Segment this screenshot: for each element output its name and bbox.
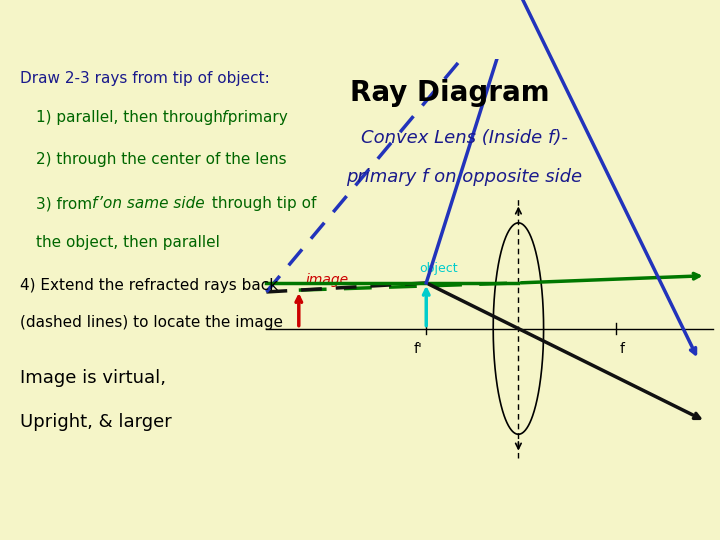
Text: 1) parallel, then through primary: 1) parallel, then through primary bbox=[36, 110, 292, 125]
Text: Draw 2-3 rays from tip of object:: Draw 2-3 rays from tip of object: bbox=[20, 71, 270, 86]
Text: f: f bbox=[222, 110, 227, 125]
Text: through tip of: through tip of bbox=[207, 197, 317, 212]
Text: 3) from: 3) from bbox=[36, 197, 97, 212]
Text: Convex Lens (Inside f)-: Convex Lens (Inside f)- bbox=[361, 129, 568, 147]
Text: image: image bbox=[306, 273, 349, 287]
Text: Upright, & larger: Upright, & larger bbox=[20, 413, 172, 431]
Text: primary f on opposite side: primary f on opposite side bbox=[346, 167, 582, 186]
Text: f': f' bbox=[413, 342, 422, 355]
Text: f: f bbox=[619, 342, 624, 355]
Text: f’on same side: f’on same side bbox=[92, 197, 204, 212]
Text: object: object bbox=[419, 262, 458, 275]
Text: 2) through the center of the lens: 2) through the center of the lens bbox=[36, 152, 287, 167]
Text: the object, then parallel: the object, then parallel bbox=[36, 235, 220, 250]
Text: (dashed lines) to locate the image: (dashed lines) to locate the image bbox=[20, 315, 283, 330]
Text: Image is virtual,: Image is virtual, bbox=[20, 369, 166, 387]
Text: Ray Diagram: Ray Diagram bbox=[350, 79, 550, 107]
Text: 4) Extend the refracted rays back: 4) Extend the refracted rays back bbox=[20, 278, 279, 293]
